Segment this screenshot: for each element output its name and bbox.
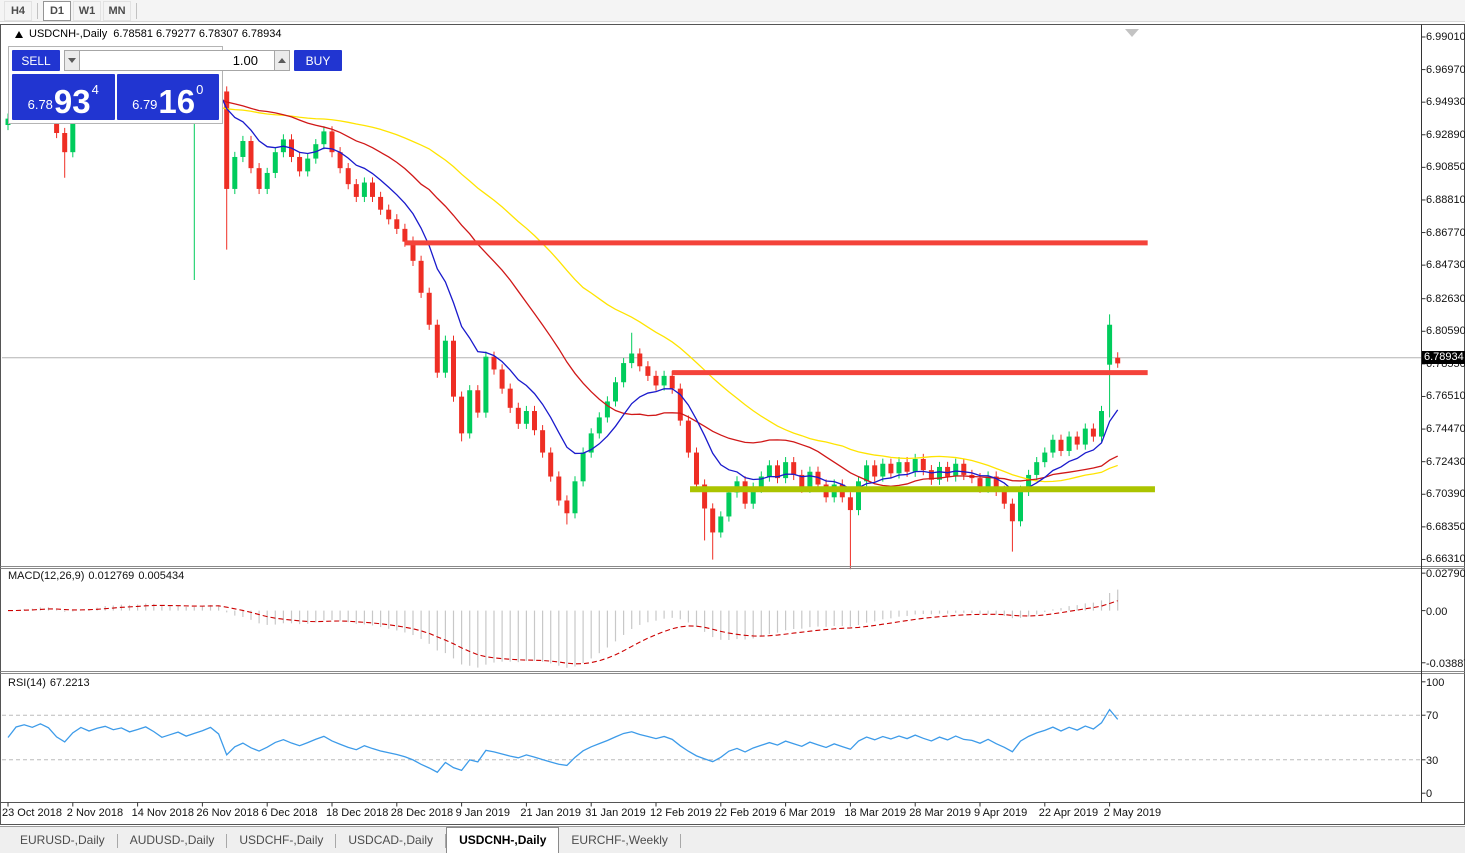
rsi-indicator-label: RSI(14) 67.2213 (8, 677, 94, 689)
tab-audusd-daily[interactable]: AUDUSD-,Daily (129, 833, 215, 847)
tab-usdcad-daily[interactable]: USDCAD-,Daily (348, 833, 434, 847)
tab-usdcnh-daily[interactable]: USDCNH-,Daily (446, 827, 560, 853)
toolbar-separator (136, 2, 137, 19)
sell-price-superscript: 4 (91, 82, 99, 97)
chart-title: USDCNH-,Daily 6.78581 6.79277 6.78307 6.… (15, 28, 281, 40)
scroll-to-end-icon[interactable] (1125, 29, 1139, 37)
sell-price-big: 93 (53, 83, 91, 120)
caret-up-icon (278, 58, 286, 63)
buy-price-superscript: 0 (196, 82, 204, 97)
volume-increase-button[interactable] (274, 50, 290, 71)
symbol-marker-icon (15, 30, 23, 38)
timeframe-toolbar: H4 D1 W1 MN (0, 0, 1465, 22)
one-click-trading-panel: SELL BUY 6.78 93 4 6.79 16 0 (8, 46, 342, 124)
caret-down-icon (68, 58, 76, 63)
macd-name: MACD(12,26,9) (8, 570, 85, 582)
sell-button[interactable]: SELL (12, 50, 60, 71)
volume-decrease-button[interactable] (64, 50, 80, 71)
macd-signal-value: 0.005434 (138, 570, 185, 582)
tab-separator (445, 834, 447, 848)
chart-symbol-label: USDCNH-,Daily (29, 28, 108, 40)
timeframe-w1-button[interactable]: W1 (73, 0, 101, 21)
buy-price-display[interactable]: 6.79 16 0 (116, 74, 219, 120)
buy-price-small: 6.79 (132, 97, 158, 112)
sell-price-small: 6.78 (27, 97, 53, 112)
volume-input[interactable] (80, 50, 274, 71)
toolbar-separator (37, 2, 38, 19)
tab-separator (335, 834, 337, 848)
tab-separator (679, 834, 681, 848)
timeframe-d1-button[interactable]: D1 (43, 0, 71, 21)
chart-ohlc-values: 6.78581 6.79277 6.78307 6.78934 (113, 28, 282, 40)
tab-separator (226, 834, 228, 848)
tab-separator (116, 834, 118, 848)
tab-eurchf-weekly[interactable]: EURCHF-,Weekly (571, 833, 668, 847)
tab-eurusd-daily[interactable]: EURUSD-,Daily (20, 833, 105, 847)
timeframe-mn-button[interactable]: MN (103, 0, 131, 21)
timeframe-h4-button[interactable]: H4 (4, 0, 32, 21)
current-price-tag: 6.78934 (1422, 351, 1465, 365)
rsi-value: 67.2213 (49, 677, 90, 689)
sell-price-display[interactable]: 6.78 93 4 (12, 74, 115, 120)
chart-tabs-bar: EURUSD-,Daily AUDUSD-,Daily USDCHF-,Dail… (0, 826, 1465, 853)
rsi-name: RSI(14) (8, 677, 46, 689)
buy-button[interactable]: BUY (294, 50, 342, 71)
tab-usdchf-daily[interactable]: USDCHF-,Daily (239, 833, 324, 847)
volume-stepper (64, 50, 290, 71)
macd-indicator-label: MACD(12,26,9) 0.012769 0.005434 (8, 570, 188, 582)
macd-main-value: 0.012769 (88, 570, 135, 582)
buy-price-big: 16 (158, 83, 196, 120)
